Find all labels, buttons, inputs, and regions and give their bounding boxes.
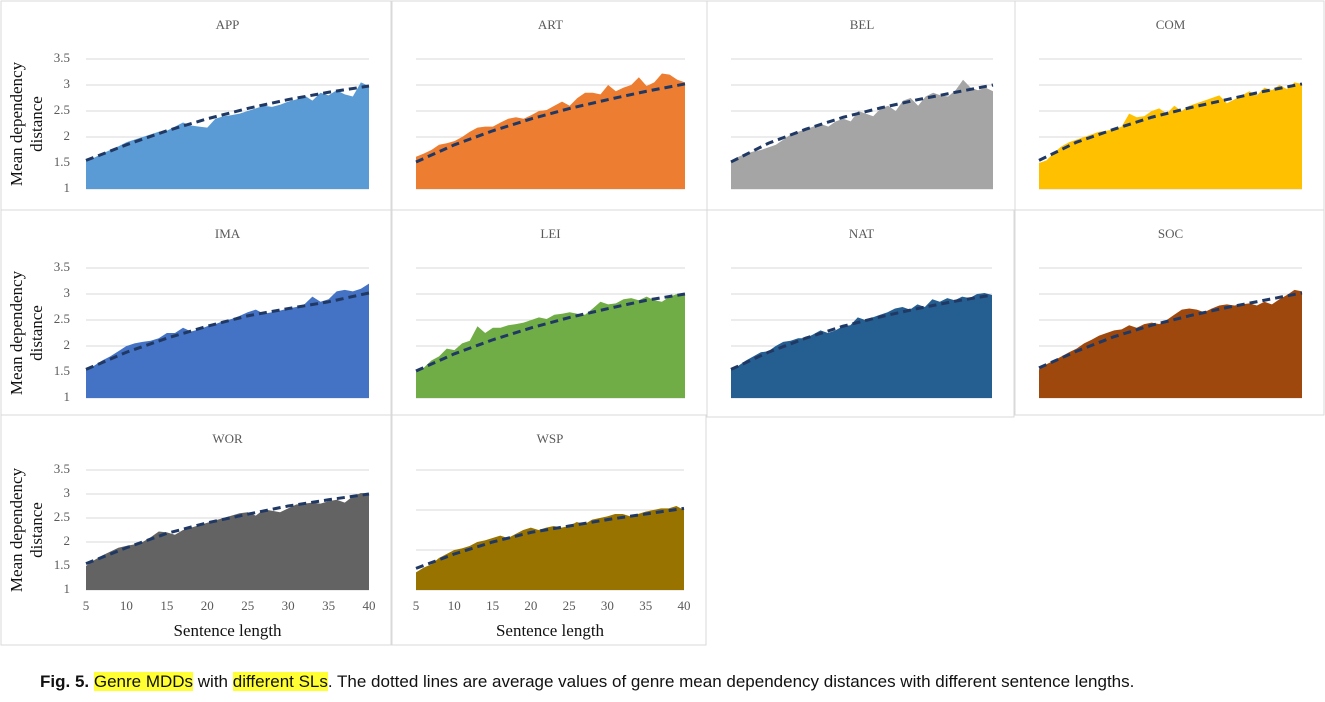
area <box>1039 289 1302 398</box>
y-tick-label: 1.5 <box>54 557 70 572</box>
y-axis-label: Mean dependencydistance <box>7 467 46 592</box>
y-tick-label: 3.5 <box>54 259 70 274</box>
y-tick-label: 2.5 <box>54 509 70 524</box>
trend-line <box>85 492 370 565</box>
x-tick-label: 40 <box>678 598 691 613</box>
x-tick-label: 10 <box>120 598 133 613</box>
y-tick-label: 1 <box>64 180 71 195</box>
trend-line <box>85 291 370 371</box>
x-axis-label: Sentence length <box>173 621 282 640</box>
x-tick-label: 30 <box>601 598 614 613</box>
y-tick-label: 2.5 <box>54 102 70 117</box>
figure: APP 1 1.5 2 2.5 3 3.5 Mean dependencydistance AR… <box>0 0 1325 646</box>
y-tick-label: 3.5 <box>54 50 70 65</box>
chart-title: NAT <box>849 226 874 241</box>
chart-title: WSP <box>537 431 564 446</box>
trend-line <box>85 84 370 162</box>
y-tick-label: 1 <box>64 581 71 596</box>
x-tick-label: 25 <box>563 598 576 613</box>
y-tick-label: 2 <box>64 128 71 143</box>
y-tick-label: 2.5 <box>54 311 70 326</box>
area <box>1039 82 1302 189</box>
y-axis-label: Mean dependencydistance <box>7 61 46 186</box>
y-tick-label: 1.5 <box>54 363 70 378</box>
highlight: different SLs <box>232 672 328 691</box>
area <box>731 292 992 398</box>
highlight: Genre MDDs <box>93 672 194 691</box>
x-tick-label: 30 <box>282 598 295 613</box>
area <box>416 73 685 189</box>
caption: Fig. 5. Genre MDDs with different SLs. T… <box>40 672 1134 692</box>
y-tick-label: 3 <box>64 285 71 300</box>
chart-title: ART <box>538 17 563 32</box>
chart-title: APP <box>216 17 240 32</box>
x-tick-label: 5 <box>413 598 420 613</box>
x-tick-label: 20 <box>524 598 537 613</box>
x-tick-label: 25 <box>241 598 254 613</box>
chart-title: COM <box>1156 17 1186 32</box>
trend-line <box>730 293 993 371</box>
trend-line <box>415 292 686 373</box>
x-tick-label: 40 <box>363 598 376 613</box>
chart-title: BEL <box>850 17 875 32</box>
x-tick-label: 35 <box>322 598 335 613</box>
y-tick-label: 1.5 <box>54 154 70 169</box>
y-tick-label: 1 <box>64 389 71 404</box>
y-tick-label: 3 <box>64 76 71 91</box>
x-axis-label: Sentence length <box>496 621 605 640</box>
area <box>86 493 369 590</box>
caption-text: with <box>197 672 229 691</box>
y-tick-label: 2 <box>64 533 71 548</box>
area <box>86 82 369 189</box>
x-tick-label: 20 <box>201 598 214 613</box>
chart-title: LEI <box>540 226 560 241</box>
chart-title: SOC <box>1158 226 1183 241</box>
y-tick-label: 2 <box>64 337 71 352</box>
x-tick-label: 5 <box>83 598 90 613</box>
area <box>86 283 369 398</box>
chart-title: IMA <box>215 226 241 241</box>
area <box>731 79 993 189</box>
y-axis-label: Mean dependencydistance <box>7 270 46 395</box>
y-tick-label: 3.5 <box>54 461 70 476</box>
area <box>416 294 685 398</box>
x-tick-label: 35 <box>639 598 652 613</box>
caption-text: . The dotted lines are average values of… <box>327 672 1135 691</box>
caption-label: Fig. 5. <box>40 672 90 691</box>
area <box>416 506 684 590</box>
chart-title: WOR <box>212 431 243 446</box>
x-tick-label: 15 <box>486 598 499 613</box>
trend-line <box>415 82 686 164</box>
x-tick-label: 10 <box>448 598 461 613</box>
y-tick-label: 3 <box>64 485 71 500</box>
x-tick-label: 15 <box>160 598 173 613</box>
